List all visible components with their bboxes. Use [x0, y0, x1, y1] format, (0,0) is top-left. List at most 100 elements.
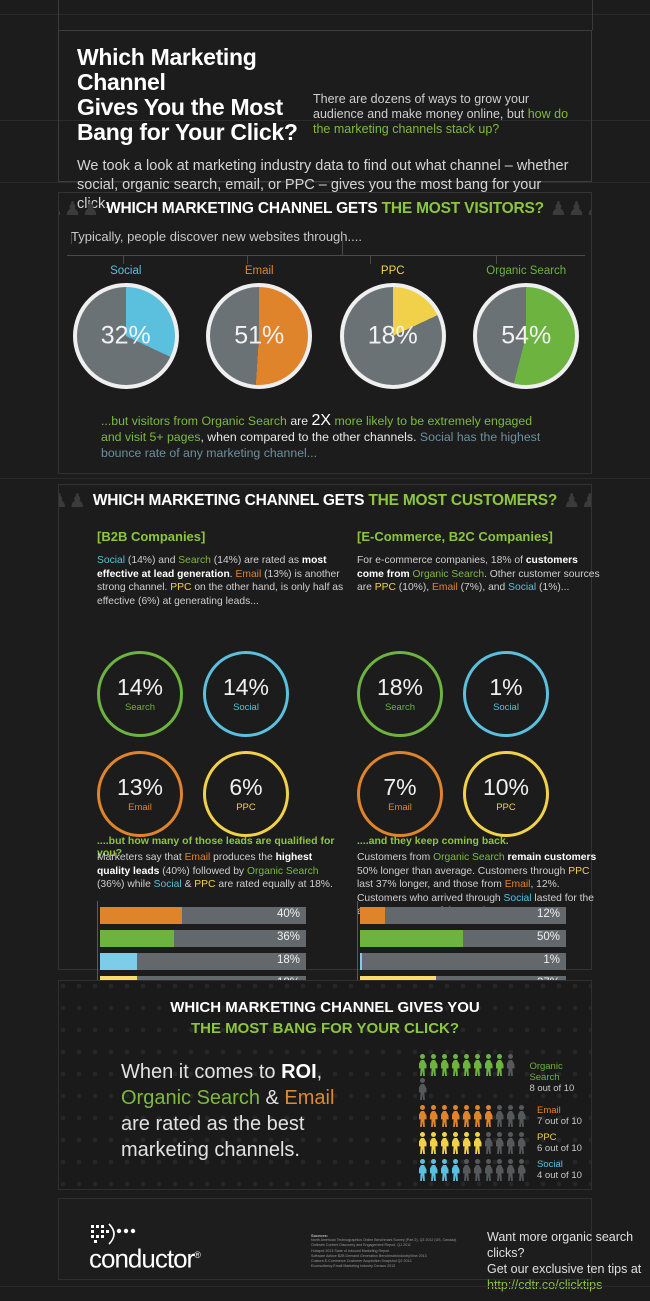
ring-value: 18%: [376, 673, 424, 700]
source-line: Outbrain Content Discovery and Engagemen…: [311, 1243, 411, 1248]
person-icon: [483, 1131, 494, 1155]
ring-label: Search: [124, 701, 156, 713]
title-line-1: Which Marketing Channel: [77, 44, 257, 95]
section1-title: WHICH MARKETING CHANNEL GETS THE MOST VI…: [100, 200, 550, 218]
person-icon: [461, 1158, 472, 1182]
pie-value: 54%: [501, 321, 552, 350]
b2c-sub-email: Email: [504, 879, 531, 890]
bar-row: 40%: [100, 907, 306, 924]
b2b-sub-ppc: PPC: [194, 879, 216, 890]
metric-ring: 18% Search: [357, 651, 443, 737]
pictogram-glyphs: [417, 1053, 521, 1101]
b2b-ring-grid: 14% Search 14% Social 13% Email 6% PPC: [97, 651, 347, 851]
metric-ring: 1% Social: [463, 651, 549, 737]
b2c-sub-5: 50% longer than average. Customers throu…: [357, 865, 569, 877]
bar-fill: [100, 930, 175, 947]
rule-4: [0, 478, 650, 479]
ring-value: 14%: [116, 673, 164, 700]
b2b-copy-4: (14%) are rated as: [210, 555, 302, 566]
pie-label: Email: [244, 265, 274, 277]
b2c-sub-ppc: PPC: [568, 865, 590, 877]
source-line: North American Technographics Online Ben…: [311, 1238, 457, 1243]
person-icon: [417, 1104, 428, 1128]
header-lede: We took a look at marketing industry dat…: [77, 158, 569, 212]
pictogram-score: 7 out of 10: [537, 1116, 582, 1127]
b2b-sub-9: &: [181, 879, 195, 890]
roi-pictogram-rows: Organic Search 8 out of 10 Email 7 out of 1…: [417, 1053, 591, 1185]
note-2x: 2X: [311, 412, 332, 429]
bar-value-label: 1%: [543, 954, 560, 966]
section1-title-white: WHICH MARKETING CHANNEL GETS: [106, 200, 382, 217]
section1-visitors: Typically, people discover new websites …: [58, 192, 592, 474]
cta-line-1: Want more organic search clicks?: [487, 1230, 634, 1260]
b2c-sub-search: Organic Search: [433, 852, 505, 863]
person-icon: [505, 1158, 516, 1182]
note-part-c: , when compared to the other channels.: [200, 430, 420, 444]
ring-value: 6%: [229, 773, 263, 800]
people-decor-right: ♟♟♟♟♟♟♟: [549, 198, 592, 220]
person-icon: [439, 1104, 450, 1128]
people-decor-left: ♟♟♟♟♟♟♟: [58, 198, 101, 220]
pie-label: PPC: [380, 265, 405, 277]
section3-banner: WHICH MARKETING CHANNEL GIVES YOU THE MO…: [59, 997, 591, 1039]
ring-label: Social: [233, 701, 259, 713]
pictogram-label: PPC 6 out of 10: [537, 1132, 582, 1154]
roi-amp: &: [259, 1087, 285, 1109]
pictogram-row: PPC 6 out of 10: [417, 1131, 591, 1155]
logo-swirl-icon: [91, 1223, 136, 1245]
bar-value-label: 40%: [276, 908, 300, 920]
b2b-sub-3: produces the: [210, 852, 276, 863]
pie-cell: Email 51%: [200, 265, 318, 389]
roi-word: ROI: [281, 1061, 317, 1083]
bar-row: 18%: [100, 953, 306, 970]
person-icon: [428, 1131, 439, 1155]
b2b-copy-social: Social: [97, 555, 126, 566]
pie-label: Social: [110, 265, 142, 277]
b2c-subhead: ....and they keep coming back.: [357, 835, 509, 847]
header: Which Marketing Channel Gives You the Mo…: [58, 30, 592, 212]
bracket-tick-3: [370, 255, 371, 264]
b2c-ring-grid: 18% Search 1% Social 7% Email 10% PPC: [357, 651, 607, 851]
section3-title-line2: THE MOST BANG FOR YOUR CLICK?: [190, 1020, 460, 1037]
person-icon: [417, 1077, 428, 1101]
section2-banner: ♟♟♟♟♟♟ WHICH MARKETING CHANNEL GETS THE …: [58, 486, 592, 516]
ring-row: 18% Search 1% Social: [357, 651, 607, 737]
page-title: Which Marketing Channel Gives You the Mo…: [77, 45, 307, 145]
b2c-copy-4: . Other customer sources are: [357, 568, 600, 594]
b2c-sub-1: Customers from: [357, 852, 434, 863]
top-rule: [0, 14, 650, 15]
conductor-mark-icon: [89, 1223, 151, 1245]
b2b-copy-ppc: PPC: [170, 582, 192, 593]
bar-row: 50%: [360, 930, 566, 947]
brand-registered: ®: [194, 1250, 201, 1260]
pie-chart: 51%: [206, 283, 313, 389]
metric-ring: 14% Search: [97, 651, 183, 737]
b2b-subcopy: Marketers say that Email produces the hi…: [97, 851, 347, 892]
b2c-copy-ppc: PPC: [374, 582, 396, 593]
b2c-column: [E-Commerce, B2C Companies] For e-commer…: [357, 529, 607, 1014]
header-subtitle: There are dozens of ways to grow your au…: [313, 45, 573, 137]
person-icon: [472, 1053, 483, 1077]
section2-title: WHICH MARKETING CHANNEL GETS THE MOST CU…: [87, 492, 563, 510]
roi-text-2: ,: [316, 1061, 323, 1083]
pie-chart: 18%: [339, 283, 446, 389]
person-icon: [428, 1053, 439, 1077]
pictogram-glyphs: [417, 1131, 529, 1155]
pictogram-label: Social 4 out of 10: [537, 1159, 582, 1181]
pictogram-row: Email 7 out of 10: [417, 1104, 591, 1128]
note-part-a: ...but visitors from Organic Search: [101, 414, 291, 428]
b2b-sub-11: are rated equally at 18%.: [215, 879, 333, 890]
b2c-copy-email: Email: [432, 582, 458, 593]
cta-link[interactable]: http://cdtr.co/clicktips: [487, 1278, 603, 1292]
header-subtitle-plain: There are dozens of ways to grow your au…: [313, 92, 530, 121]
b2b-copy-8: (13%) is another strong channel.: [97, 568, 340, 594]
pictogram-score: 8 out of 10: [529, 1082, 575, 1094]
person-icon: [428, 1104, 439, 1128]
conductor-logo[interactable]: conductor®: [89, 1223, 201, 1272]
bracket-drop: [342, 233, 343, 255]
note-part-d: has the highest bounce rate of any marke…: [101, 430, 541, 460]
person-icon: [494, 1158, 505, 1182]
person-icon: [505, 1053, 516, 1077]
note-part-b: more likely to be extremely engaged and …: [101, 414, 533, 444]
